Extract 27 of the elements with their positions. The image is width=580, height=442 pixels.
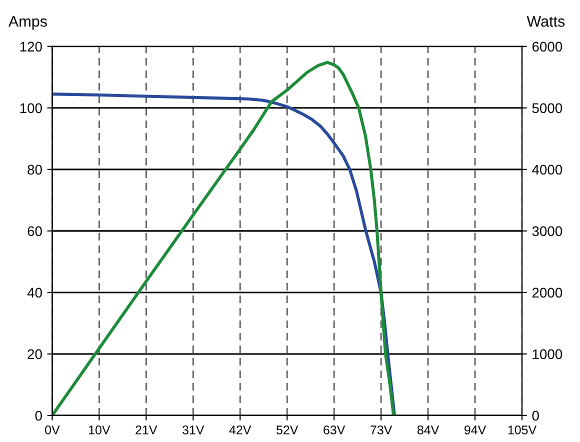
x-tick-label: 10V — [89, 426, 110, 434]
y-tick-label: 0 — [35, 410, 42, 421]
y-tick-label: 20 — [28, 349, 42, 360]
x-tick-label: 84V — [417, 426, 440, 434]
y-tick-label: 100 — [20, 103, 42, 114]
y-tick-label: 120 — [20, 42, 42, 52]
y2-axis-title: Watts — [526, 16, 565, 27]
y-tick-label: 40 — [27, 288, 42, 298]
y-tick-label: 80 — [28, 164, 42, 175]
x-tick-label: 21V — [136, 426, 158, 434]
y2-tick-label: 2000 — [532, 288, 562, 298]
x-tick-label: 31V — [182, 426, 204, 434]
x-tick-label: 63V — [324, 426, 346, 434]
x-tick-label: 42V — [229, 426, 252, 434]
y-tick-label: 60 — [28, 226, 42, 236]
y2-tick-label: 0 — [532, 410, 539, 421]
y2-tick-label: 5000 — [532, 103, 562, 114]
y2-tick-label: 6000 — [532, 42, 562, 52]
x-tick-label: 73V — [370, 426, 392, 434]
y2-tick-label: 1000 — [532, 349, 562, 360]
x-tick-label: 0V — [45, 426, 60, 434]
x-tick-label: 52V — [276, 426, 298, 434]
y2-tick-label: 4000 — [532, 164, 562, 175]
y2-tick-label: 3000 — [532, 226, 562, 236]
x-tick-label: 94V — [464, 426, 486, 434]
x-tick-label: 105V — [508, 426, 537, 434]
y-axis-title: Amps — [8, 16, 47, 30]
